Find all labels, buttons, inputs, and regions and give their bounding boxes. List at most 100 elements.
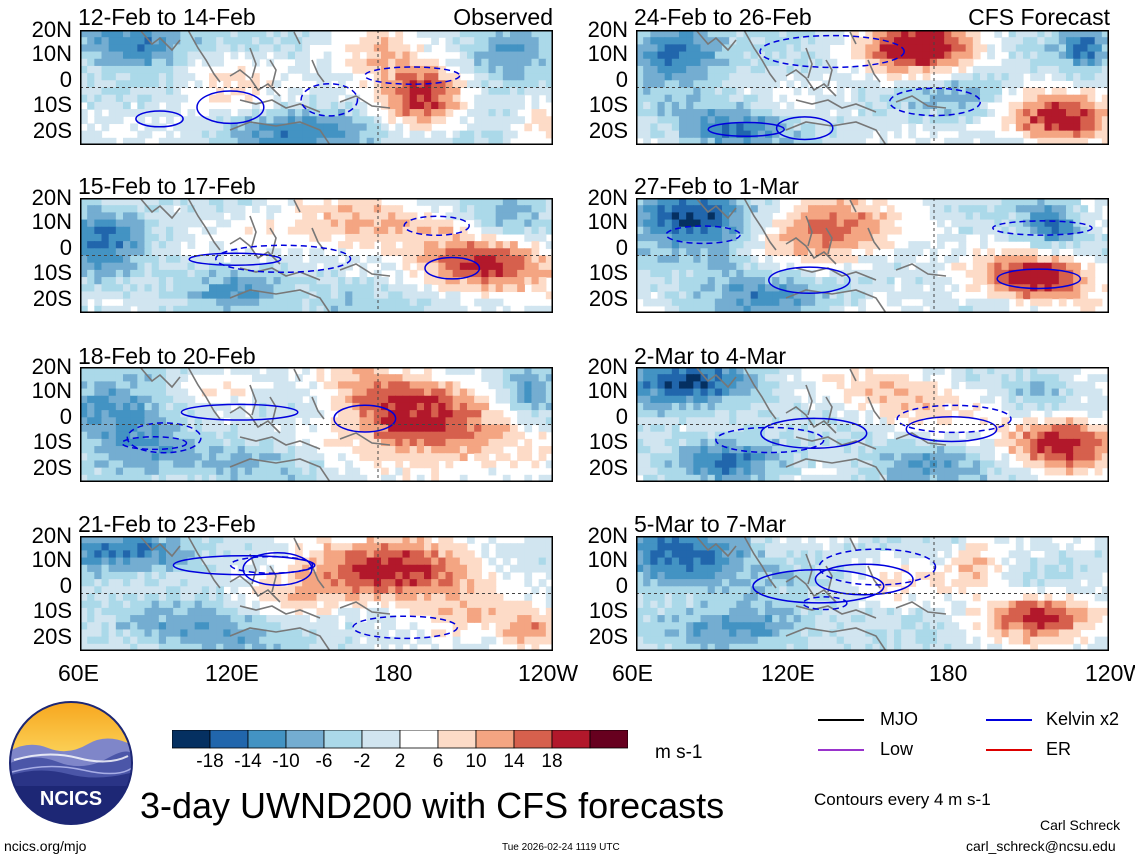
heatmap-cell [388,615,396,623]
heatmap-cell [779,137,788,145]
heatmap-cell [488,80,497,89]
heatmap-cell [714,198,723,206]
heatmap-cell [531,255,540,264]
heatmap-cell [1030,226,1038,235]
heatmap-cell [330,212,339,221]
heatmap-cell [693,130,702,139]
heatmap-cell [187,205,196,213]
heatmap-cell [488,571,497,580]
heatmap-cell [1008,58,1017,67]
heatmap-cell [510,80,518,89]
heatmap-cell [345,233,353,242]
heatmap-cell [280,262,289,271]
heatmap-cell [237,291,246,300]
heatmap-cell [1058,233,1067,242]
heatmap-cell [130,643,138,651]
heatmap-cell [431,564,439,573]
heatmap-cell [101,460,110,469]
heatmap-cell [223,615,232,623]
heatmap-cell [216,262,224,271]
heatmap-cell [495,219,504,228]
heatmap-cell [280,109,289,117]
heatmap-cell [194,277,203,285]
heatmap-cell [80,374,88,382]
heatmap-cell [1044,65,1053,74]
heatmap-cell [488,109,497,117]
heatmap-cell [808,116,816,125]
heatmap-cell [657,241,666,249]
heatmap-cell [829,37,838,45]
heatmap-cell [187,543,196,551]
heatmap-cell [843,198,852,206]
heatmap-cell [545,30,553,38]
heatmap-cell [352,417,361,426]
heatmap-cell [452,557,461,566]
heatmap-cell [302,579,310,587]
heatmap-cell [1023,198,1031,206]
heatmap-cell [517,51,525,60]
heatmap-cell [488,212,497,221]
heatmap-cell [1044,241,1053,249]
heatmap-cell [495,123,504,132]
heatmap-cell [431,58,439,67]
heatmap-cell [316,94,325,103]
heatmap-cell [481,298,490,307]
heatmap-cell [158,410,167,418]
heatmap-cell [144,374,153,382]
heatmap-cell [409,291,418,300]
heatmap-cell [1001,198,1010,206]
heatmap-cell [901,58,909,67]
heatmap-cell [230,255,239,264]
heatmap-cell [395,438,404,447]
heatmap-cell [431,571,439,580]
heatmap-cell [101,536,110,544]
heatmap-cell [302,30,310,38]
heatmap-cell [244,44,253,53]
heatmap-cell [316,123,325,132]
heatmap-cell [495,80,504,89]
heatmap-cell [808,137,816,145]
heatmap-cell [273,367,282,375]
heatmap-cell [280,629,289,638]
heatmap-cell [922,123,931,132]
heatmap-cell [130,58,138,67]
heatmap-cell [452,30,461,38]
heatmap-cell [194,643,203,651]
heatmap-cell [87,233,95,242]
heatmap-cell [700,137,709,145]
heatmap-cell [345,116,353,125]
heatmap-cell [510,629,518,638]
heatmap-cell [237,298,246,307]
coastline [229,575,281,603]
heatmap-cell [1066,130,1074,139]
heatmap-cell [424,453,432,462]
heatmap-cell [87,130,95,139]
heatmap-cell [187,130,196,139]
heatmap-cell [209,58,217,67]
heatmap-cell [736,241,745,249]
heatmap-cell [216,130,224,139]
heatmap-cell [650,241,659,249]
heatmap-cell [829,255,838,264]
heatmap-cell [431,269,439,278]
heatmap-cell [729,262,737,271]
heatmap-cell [359,593,368,602]
heatmap-cell [388,395,396,404]
heatmap-cell [517,255,525,264]
heatmap-cell [517,381,525,390]
heatmap-cell [944,137,952,145]
heatmap-cell [194,460,203,469]
heatmap-cell [252,305,260,313]
heatmap-cell [287,94,296,103]
heatmap-cell [194,269,203,278]
heatmap-cell [158,298,167,307]
heatmap-cell [388,101,396,110]
heatmap-cell [865,101,874,110]
heatmap-cell [395,536,404,544]
heatmap-cell [786,80,795,89]
heatmap-cell [166,198,174,206]
heatmap-cell [836,233,845,242]
heatmap-cell [237,367,246,375]
kelvin-contour [403,215,470,237]
heatmap-cell [309,593,318,602]
